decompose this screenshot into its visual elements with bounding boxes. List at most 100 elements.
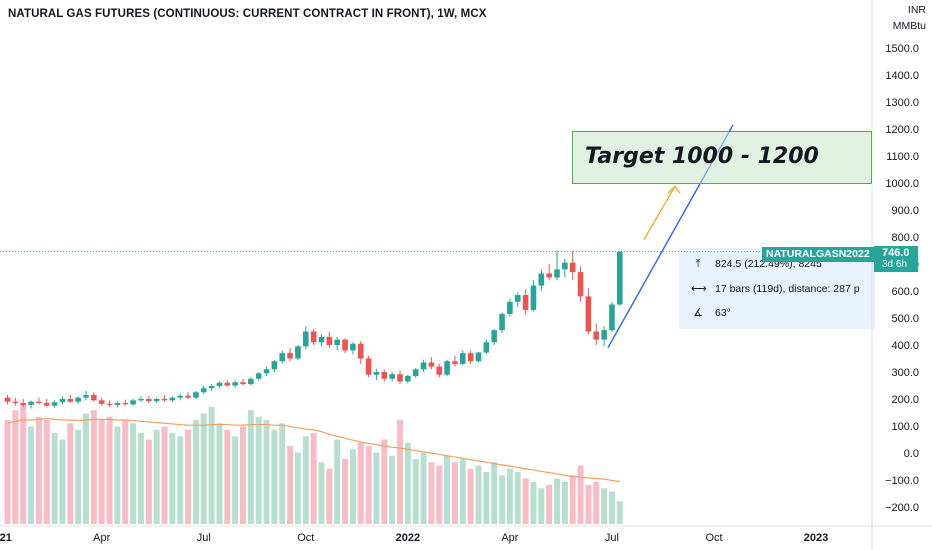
unit-currency: INR — [907, 4, 926, 16]
symbol-label: NATURALGASN2022 — [762, 247, 874, 262]
volume-bar — [20, 403, 27, 524]
candle-body — [216, 382, 223, 387]
target-arrow — [643, 185, 676, 241]
volume-bar — [608, 491, 615, 524]
volume-bar — [310, 433, 317, 524]
bar-countdown: 3d 6h — [882, 259, 908, 270]
candle-body — [138, 399, 144, 401]
volume-bar — [483, 472, 490, 524]
volume-bar — [616, 501, 623, 524]
y-tick-label: 1100.0 — [886, 151, 919, 163]
volume-bar — [153, 429, 160, 524]
candle-body — [569, 262, 576, 273]
candle-body — [224, 382, 231, 386]
volume-bar — [271, 429, 278, 524]
volume-bar — [208, 407, 215, 524]
volume-bar — [294, 452, 301, 524]
volume-bar — [255, 416, 262, 524]
candle-body — [185, 395, 191, 398]
volume-bar — [459, 459, 466, 524]
measure-bars-row: ⟷ 17 bars (119d), distance: 287 p — [691, 282, 860, 295]
volume-bar — [365, 446, 372, 524]
y-tick-label: −100.0 — [885, 475, 919, 487]
volume-ma-line — [7, 418, 620, 483]
candle-body — [475, 352, 482, 362]
candle-body — [546, 273, 552, 278]
candle-body — [310, 331, 317, 343]
candle-body — [617, 251, 623, 305]
candle-body — [287, 353, 293, 359]
candle-body — [28, 401, 34, 405]
volume-bar — [279, 423, 286, 524]
candle-body — [20, 403, 26, 405]
candle-body — [255, 373, 262, 379]
volume-bar — [302, 436, 309, 524]
volume-bar — [397, 420, 403, 524]
volume-bar — [404, 442, 411, 524]
volume-bar — [106, 416, 113, 524]
volume-bar — [538, 488, 545, 524]
candle-body — [318, 336, 325, 343]
volume-bar — [561, 481, 568, 524]
candle-body — [460, 353, 466, 364]
x-tick-label: Jul — [605, 532, 619, 544]
candle-body — [522, 295, 529, 310]
candle-body — [428, 362, 435, 367]
candle-body — [514, 295, 521, 302]
volume-bar — [436, 465, 443, 524]
candle-body — [609, 304, 615, 331]
vertical-range-icon: ⤒ — [695, 258, 701, 270]
volume-bar — [546, 485, 553, 524]
volume-bar — [28, 426, 35, 524]
candle-body — [75, 397, 81, 402]
volume-bar — [428, 462, 435, 524]
y-tick-label: 900.0 — [891, 205, 919, 217]
candle-body — [350, 343, 356, 351]
volume-bar — [334, 439, 341, 524]
measure-bars-distance: 17 bars (119d), distance: 287 p — [715, 283, 860, 295]
volume-bar — [420, 452, 427, 524]
volume-bar — [224, 429, 231, 524]
volume-bar — [467, 468, 474, 524]
x-tick-label: 2022 — [396, 532, 420, 544]
volume-bar — [593, 481, 600, 524]
volume-bar — [51, 433, 58, 524]
target-annotation[interactable]: Target 1000 - 1200 — [572, 131, 872, 184]
candle-body — [208, 386, 215, 389]
candle-body — [452, 361, 458, 364]
last-price-label: 746.0 3d 6h — [874, 246, 918, 272]
volume-bar — [43, 420, 50, 524]
candle-body — [562, 262, 568, 270]
volume-bar — [475, 465, 482, 524]
volume-bar — [389, 455, 396, 524]
candle-body — [146, 399, 152, 402]
candle-body — [248, 378, 254, 385]
x-tick-label: Oct — [705, 532, 722, 544]
volume-bar — [247, 410, 254, 524]
candle-body — [153, 399, 160, 402]
candle-body — [200, 388, 207, 393]
volume-bar — [161, 426, 168, 524]
volume-bar — [177, 436, 184, 524]
candle-body — [412, 369, 419, 377]
volume-bar — [342, 459, 349, 524]
candle-body — [373, 372, 380, 375]
volume-bar — [326, 468, 333, 524]
candle-body — [67, 399, 74, 402]
volume-bar — [83, 413, 89, 524]
volume-bar — [585, 485, 592, 524]
x-tick-label: Jul — [197, 532, 211, 544]
candle-body — [177, 395, 183, 398]
candle-body — [357, 343, 364, 359]
candle-body — [106, 403, 113, 405]
candle-body — [381, 372, 388, 379]
volume-bar — [169, 433, 176, 524]
volume-bar — [137, 433, 144, 524]
candle-body — [326, 336, 333, 345]
x-tick-label: 2021 — [0, 532, 12, 544]
candle-body — [232, 382, 238, 386]
volume-bar — [357, 442, 364, 524]
volume-bar — [530, 481, 537, 524]
